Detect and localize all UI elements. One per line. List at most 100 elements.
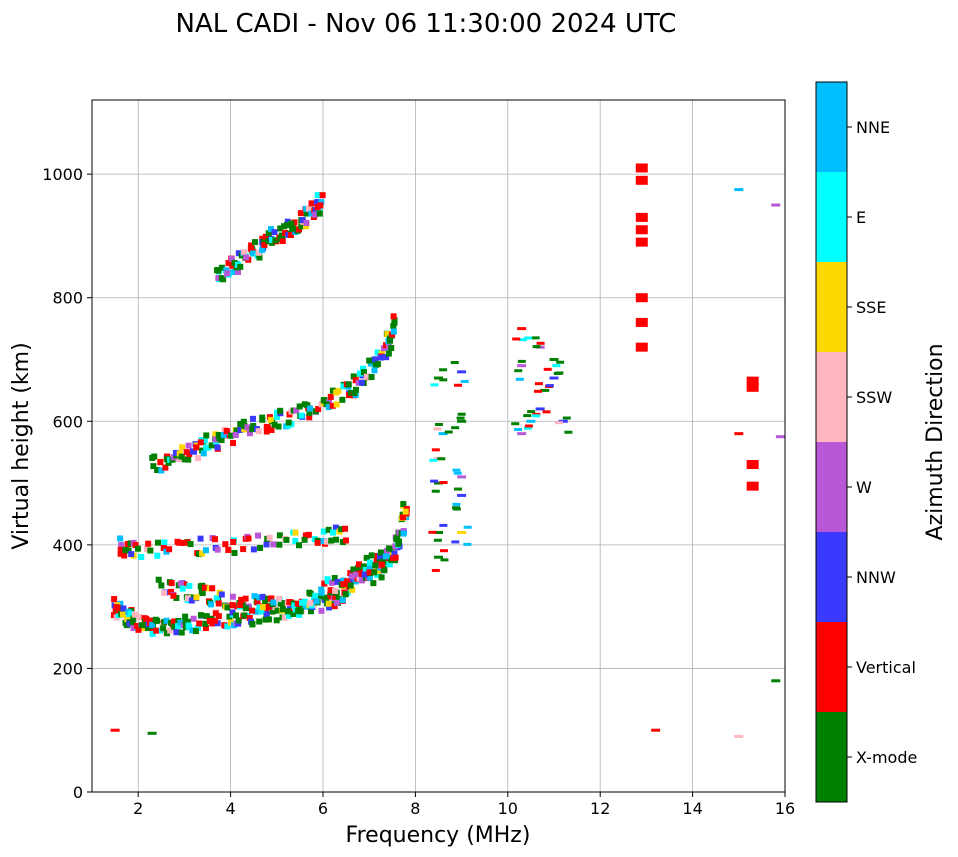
colorbar-label: SSW — [856, 388, 892, 407]
echo-mark — [367, 559, 374, 566]
echo-mark — [439, 481, 448, 485]
echo-mark — [212, 431, 219, 438]
echo-mark — [306, 405, 313, 412]
echo-mark — [517, 432, 527, 436]
echo-mark — [366, 357, 373, 364]
echo-mark — [651, 728, 661, 732]
chart-title: NAL CADI - Nov 06 11:30:00 2024 UTC — [176, 9, 677, 39]
echo-mark — [531, 414, 540, 418]
echo-mark — [527, 410, 536, 414]
x-tick-label: 6 — [318, 799, 328, 818]
echo-mark — [635, 163, 648, 173]
echo-mark — [201, 437, 208, 444]
echo-mark — [177, 580, 184, 587]
echo-mark — [211, 536, 218, 543]
echo-mark — [381, 567, 388, 574]
echo-mark — [208, 442, 215, 449]
echo-mark — [430, 383, 439, 387]
echo-mark — [229, 593, 236, 600]
echo-mark — [457, 475, 467, 479]
echo-mark — [339, 396, 346, 403]
echo-mark — [444, 430, 453, 434]
echo-mark — [519, 338, 528, 342]
echo-mark — [434, 531, 443, 534]
echo-mark — [635, 175, 648, 185]
echo-mark — [218, 275, 225, 282]
echo-mark — [370, 580, 377, 587]
echo-mark — [184, 595, 191, 602]
echo-mark — [338, 526, 345, 533]
echo-mark — [176, 539, 183, 546]
y-tick-label: 0 — [73, 783, 83, 802]
echo-mark — [536, 341, 545, 345]
echo-mark — [263, 607, 270, 614]
echo-mark — [197, 439, 204, 446]
echo-mark — [356, 370, 363, 377]
x-tick-label: 12 — [590, 799, 610, 818]
echo-mark — [391, 550, 398, 557]
echo-mark — [263, 541, 270, 548]
echo-mark — [515, 377, 524, 381]
echo-mark — [270, 541, 277, 548]
echo-mark — [359, 365, 366, 372]
echo-mark — [257, 545, 264, 552]
echo-mark — [746, 382, 759, 392]
echo-mark — [298, 412, 305, 419]
echo-mark — [434, 555, 443, 559]
echo-mark — [168, 580, 175, 587]
echo-mark — [431, 568, 440, 572]
echo-mark — [245, 535, 252, 542]
x-tick-label: 14 — [682, 799, 702, 818]
echo-mark — [125, 547, 132, 554]
echo-mark — [185, 618, 192, 625]
echo-mark — [298, 223, 305, 230]
echo-mark — [162, 464, 169, 471]
y-axis-label: Virtual height (km) — [9, 342, 34, 549]
echo-mark — [440, 549, 449, 553]
echo-mark — [255, 249, 262, 256]
echo-mark — [233, 427, 240, 434]
echo-mark — [183, 449, 190, 456]
x-tick-label: 4 — [226, 799, 236, 818]
echo-mark — [433, 427, 442, 431]
echo-mark — [235, 617, 242, 624]
echo-mark — [552, 364, 561, 368]
echo-mark — [163, 617, 170, 624]
echo-mark — [371, 367, 378, 374]
echo-mark — [283, 536, 290, 543]
echo-mark — [231, 259, 238, 266]
echo-mark — [130, 615, 137, 622]
echo-mark — [295, 607, 302, 614]
echo-mark — [321, 580, 328, 587]
echo-mark — [390, 313, 397, 320]
echo-mark — [232, 432, 239, 439]
echo-mark — [284, 218, 291, 225]
echo-mark — [237, 426, 244, 433]
echo-mark — [199, 589, 206, 596]
echo-mark — [149, 621, 156, 628]
echo-mark — [273, 617, 280, 624]
echo-mark — [342, 591, 349, 598]
echo-mark — [353, 571, 360, 578]
echo-mark — [181, 581, 188, 588]
echo-mark — [390, 328, 397, 335]
echo-mark — [374, 349, 381, 356]
echo-mark — [771, 203, 781, 207]
echo-mark — [395, 540, 402, 547]
echo-mark — [189, 594, 196, 601]
echo-mark — [160, 625, 167, 632]
echo-mark — [117, 546, 124, 553]
echo-mark — [451, 426, 460, 430]
echo-mark — [378, 561, 385, 568]
echo-mark — [182, 613, 189, 620]
echo-mark — [555, 371, 564, 375]
echo-mark — [297, 210, 304, 217]
y-tick-label: 400 — [52, 536, 83, 555]
echo-mark — [452, 502, 461, 506]
echo-mark — [294, 600, 301, 607]
echo-mark — [333, 536, 340, 543]
echo-mark — [218, 437, 225, 444]
echo-mark — [307, 600, 314, 607]
echo-mark — [333, 599, 340, 606]
